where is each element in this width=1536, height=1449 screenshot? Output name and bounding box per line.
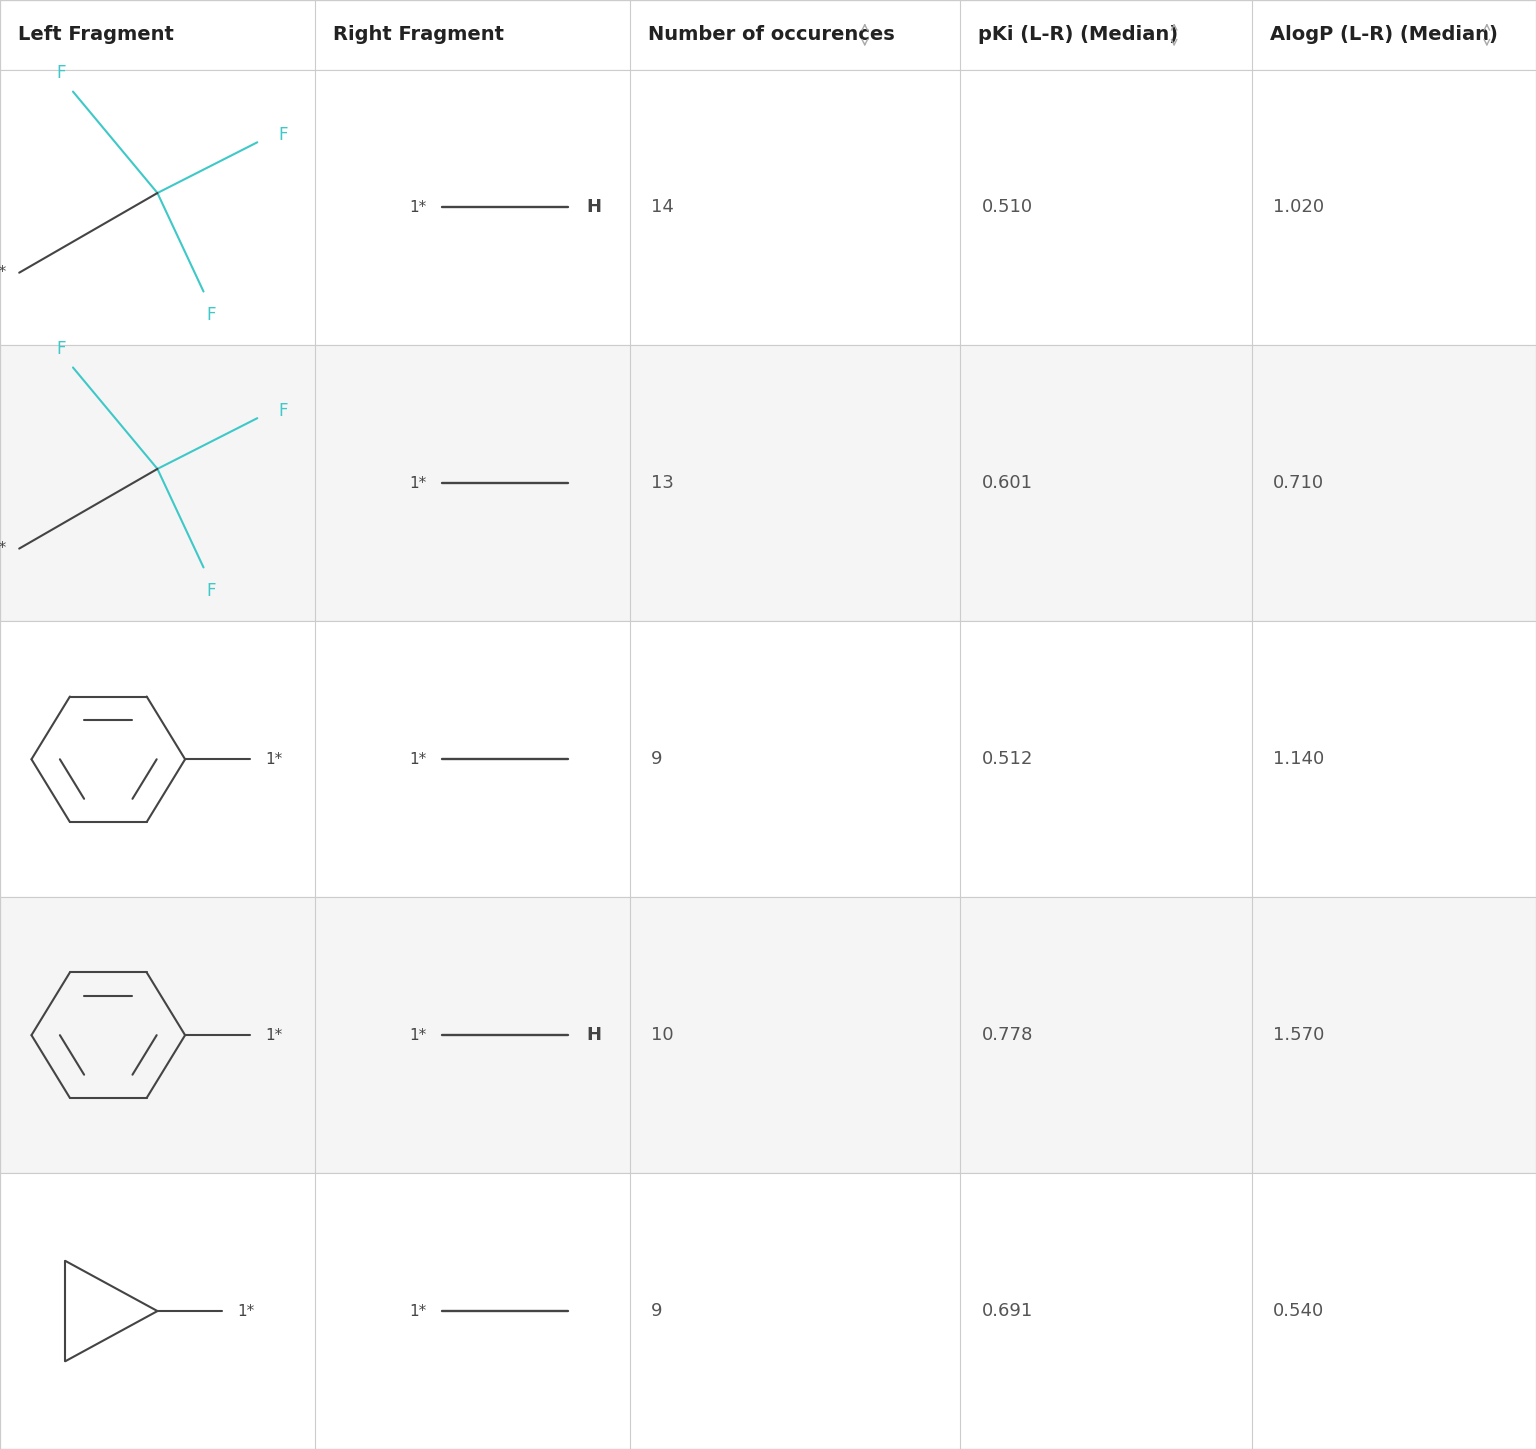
Text: 1*: 1*: [0, 540, 6, 556]
Text: H: H: [587, 199, 601, 216]
Text: Right Fragment: Right Fragment: [333, 25, 504, 45]
Text: 1.140: 1.140: [1273, 751, 1324, 768]
Text: 1.020: 1.020: [1273, 199, 1324, 216]
Text: 0.601: 0.601: [982, 474, 1032, 493]
Text: 0.710: 0.710: [1273, 474, 1324, 493]
Text: 1*: 1*: [266, 1027, 283, 1043]
Text: F: F: [55, 64, 66, 81]
Text: 1*: 1*: [409, 1304, 425, 1319]
Bar: [0, 622, 1536, 897]
Bar: [0, 1174, 1536, 1449]
Text: 0.691: 0.691: [982, 1303, 1032, 1320]
Text: 1*: 1*: [237, 1304, 255, 1319]
Text: 13: 13: [651, 474, 674, 493]
Text: AlogP (L-R) (Median): AlogP (L-R) (Median): [1270, 25, 1498, 45]
Text: F: F: [280, 401, 289, 420]
Text: 14: 14: [651, 199, 674, 216]
Text: F: F: [55, 339, 66, 358]
Text: pKi (L-R) (Median): pKi (L-R) (Median): [978, 25, 1178, 45]
Bar: [0, 897, 1536, 1174]
Text: 1*: 1*: [409, 475, 425, 491]
Text: F: F: [206, 306, 217, 323]
Text: Number of occurences: Number of occurences: [648, 25, 895, 45]
Text: 1*: 1*: [409, 200, 425, 214]
Text: Left Fragment: Left Fragment: [18, 25, 174, 45]
Text: H: H: [587, 1026, 601, 1045]
Bar: [0, 70, 1536, 345]
Bar: [0, 345, 1536, 622]
Text: 0.510: 0.510: [982, 199, 1032, 216]
Text: 10: 10: [651, 1026, 674, 1045]
Text: 1*: 1*: [409, 752, 425, 767]
Text: 1*: 1*: [266, 752, 283, 767]
Text: 1*: 1*: [409, 1027, 425, 1043]
Text: 0.512: 0.512: [982, 751, 1032, 768]
Text: F: F: [280, 126, 289, 143]
Text: 1*: 1*: [0, 265, 6, 280]
Text: 0.778: 0.778: [982, 1026, 1032, 1045]
Text: 0.540: 0.540: [1273, 1303, 1324, 1320]
Bar: [0, 0, 1536, 70]
Text: 1.570: 1.570: [1273, 1026, 1324, 1045]
Text: F: F: [206, 581, 217, 600]
Text: 9: 9: [651, 1303, 662, 1320]
Text: 9: 9: [651, 751, 662, 768]
